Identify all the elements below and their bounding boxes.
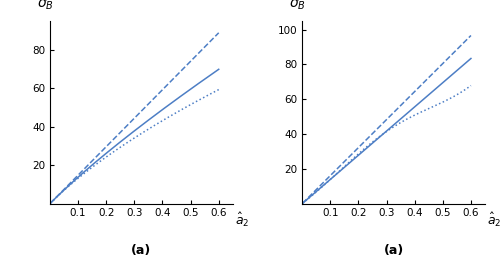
Text: (a): (a) xyxy=(384,244,404,257)
Text: $\sigma_B$: $\sigma_B$ xyxy=(37,0,54,12)
Text: $\sigma_B$: $\sigma_B$ xyxy=(290,0,306,12)
Text: $\hat{a}_2$: $\hat{a}_2$ xyxy=(487,211,500,229)
Text: (a): (a) xyxy=(132,244,152,257)
Text: $\hat{a}_2$: $\hat{a}_2$ xyxy=(234,211,249,229)
